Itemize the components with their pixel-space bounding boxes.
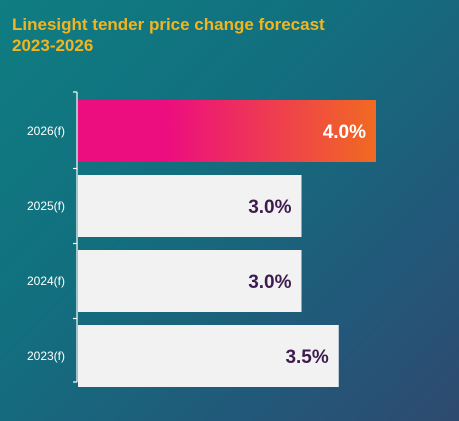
category-label-2025(f): 2025(f) bbox=[27, 199, 65, 213]
bar-value-label-2025(f): 3.0% bbox=[248, 197, 291, 218]
chart-title-line2: 2023-2026 bbox=[12, 36, 94, 55]
category-label-2023(f): 2023(f) bbox=[27, 349, 65, 363]
bar-value-label-2026(f): 4.0% bbox=[323, 122, 366, 143]
chart-title: Linesight tender price change forecast 2… bbox=[12, 14, 452, 56]
chart-title-line1: Linesight tender price change forecast bbox=[12, 15, 325, 34]
bar-value-label-2023(f): 3.5% bbox=[285, 347, 328, 368]
bar-2025(f) bbox=[78, 175, 302, 237]
bars-group: 4.0% 2026(f) 3.0% 2025(f) 3.0% 2024(f) 3.5% 202… bbox=[27, 100, 376, 387]
y-axis bbox=[73, 91, 78, 383]
category-label-2024(f): 2024(f) bbox=[27, 274, 65, 288]
bar-value-label-2024(f): 3.0% bbox=[248, 272, 291, 293]
bar-2024(f) bbox=[78, 250, 302, 312]
category-label-2026(f): 2026(f) bbox=[27, 124, 65, 138]
bar-2023(f) bbox=[78, 325, 339, 387]
bar-2026(f) bbox=[78, 100, 376, 162]
